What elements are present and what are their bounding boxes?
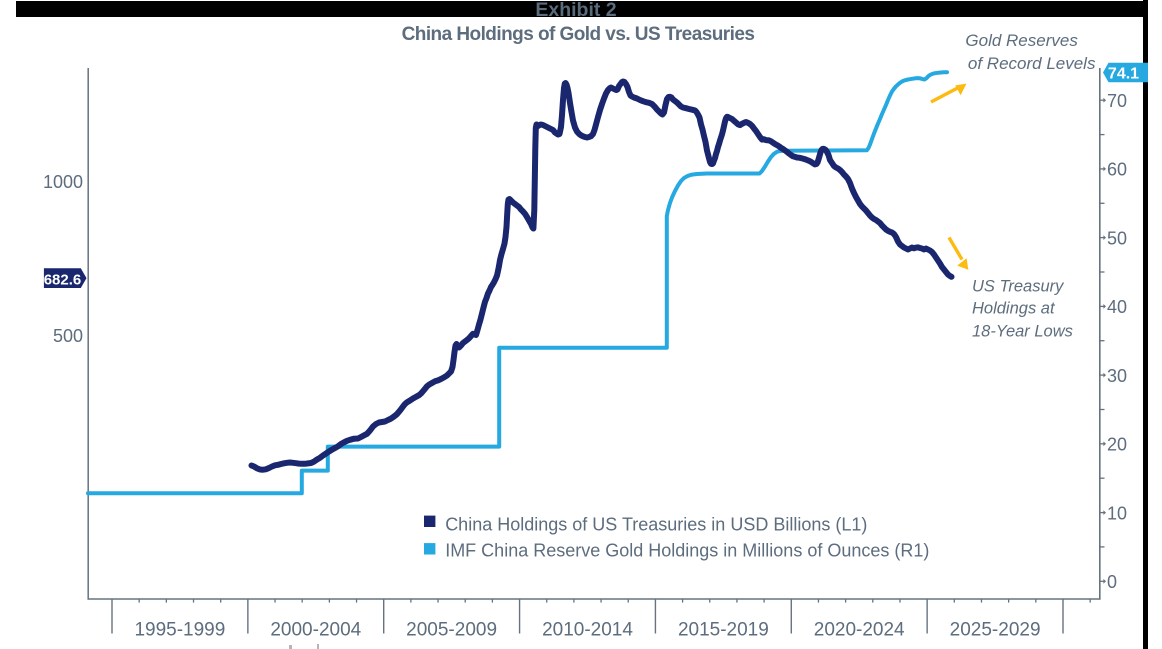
svg-text:2005-2009: 2005-2009 (406, 619, 497, 640)
svg-text:682.6: 682.6 (44, 271, 82, 288)
svg-text:74.1: 74.1 (1108, 65, 1139, 82)
svg-text:50: 50 (1107, 228, 1127, 248)
svg-text:US Treasury: US Treasury (972, 278, 1065, 296)
svg-text:2015-2019: 2015-2019 (678, 619, 769, 640)
svg-text:10: 10 (1107, 503, 1127, 523)
svg-text:2000-2004: 2000-2004 (270, 619, 361, 640)
svg-text:1995-1999: 1995-1999 (134, 619, 225, 640)
svg-text:Holdings at: Holdings at (972, 300, 1056, 318)
svg-text:China Holdings of US Treasurie: China Holdings of US Treasuries in USD B… (445, 515, 867, 535)
svg-text:2020-2024: 2020-2024 (814, 619, 905, 640)
svg-text:2025-2029: 2025-2029 (950, 619, 1041, 640)
svg-text:1000: 1000 (43, 172, 83, 192)
svg-text:70: 70 (1107, 91, 1127, 111)
svg-text:of Record Levels: of Record Levels (968, 54, 1096, 73)
svg-text:30: 30 (1107, 366, 1127, 386)
svg-text:18-Year Lows: 18-Year Lows (972, 323, 1073, 341)
svg-text:0: 0 (1107, 572, 1117, 592)
svg-text:2010-2014: 2010-2014 (542, 619, 633, 640)
svg-text:IMF China Reserve Gold Holding: IMF China Reserve Gold Holdings in Milli… (445, 541, 929, 561)
svg-text:40: 40 (1107, 297, 1127, 317)
svg-text:60: 60 (1107, 160, 1127, 180)
svg-text:Gold Reserves: Gold Reserves (965, 31, 1078, 50)
svg-text:20: 20 (1107, 435, 1127, 455)
svg-text:500: 500 (53, 326, 83, 346)
